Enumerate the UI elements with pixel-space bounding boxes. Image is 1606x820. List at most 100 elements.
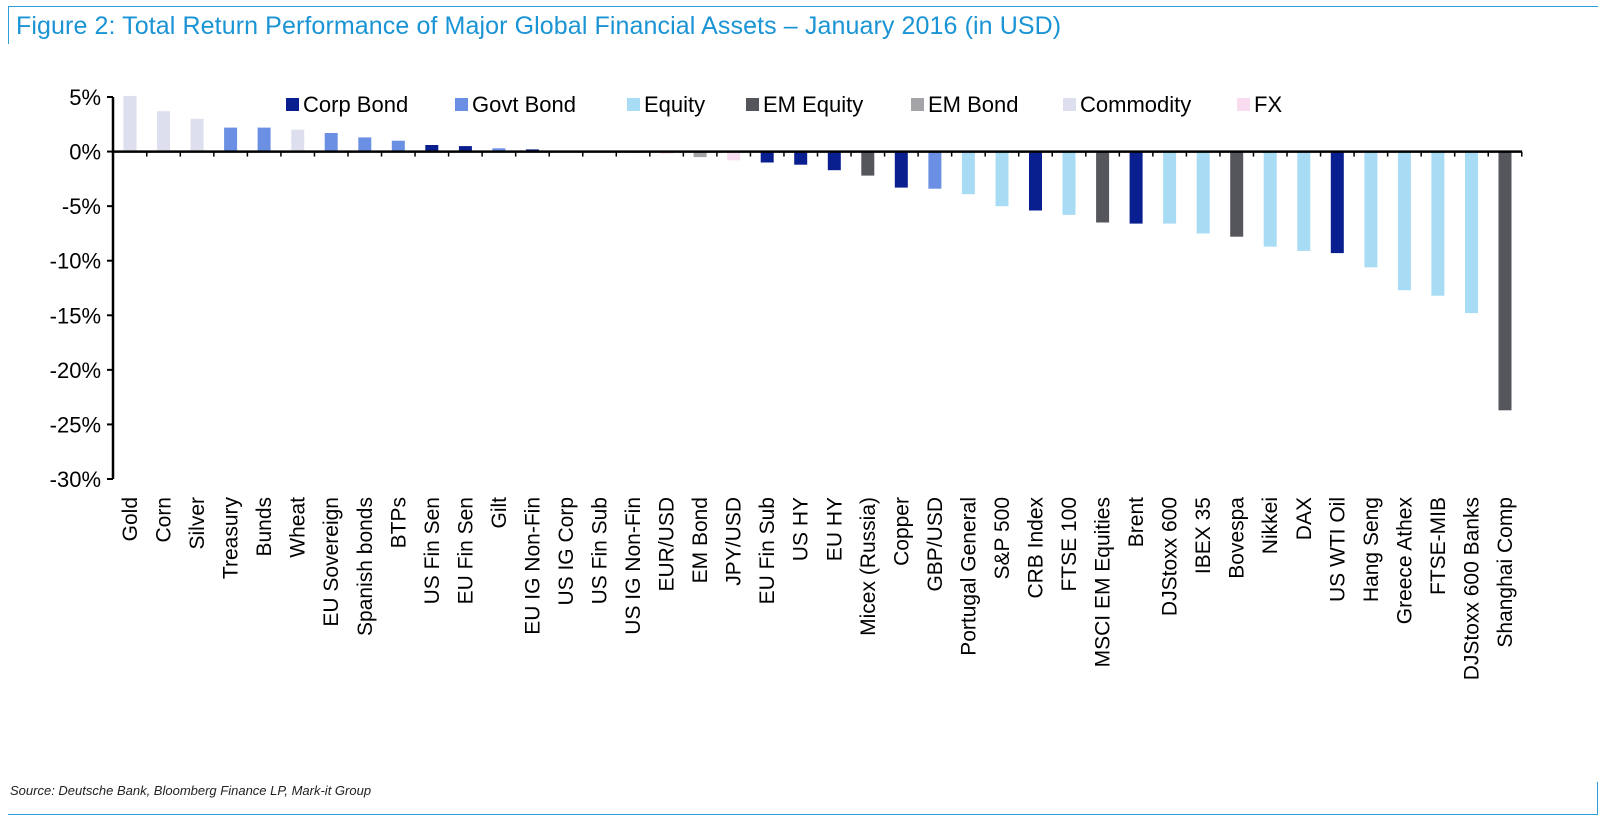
bar-us-fin-sen (425, 145, 439, 152)
bar-portugal-general (961, 151, 975, 195)
x-tick-label: EU Fin Sub (756, 497, 779, 604)
bar-ftse-100 (1062, 151, 1076, 215)
y-tick-label: -15% (50, 303, 101, 328)
legend: Corp Bond Govt Bond Equity EM Equity EM Bond… (286, 92, 1282, 117)
x-tick-label: Greece Athex (1393, 497, 1416, 625)
bar-eu-fin-sen (458, 146, 472, 152)
x-tick-label: EU Fin Sen (454, 497, 477, 604)
x-axis-labels: Gold Corn Silver Treasury Bunds Wheat EU Sover… (119, 497, 1517, 681)
bar-crb-index (1029, 151, 1042, 211)
x-tick-label: Spanish bonds (354, 497, 377, 636)
legend-swatch-corp-bond (286, 98, 299, 111)
bar-msci-em-equities (1096, 151, 1110, 223)
x-tick-label: Corn (153, 497, 176, 543)
x-tick-label: Silver (186, 497, 209, 550)
bar-djstoxx-600-banks (1465, 151, 1478, 314)
x-tick-label: EU IG Non-Fin (521, 497, 544, 635)
x-tick-label: Brent (1125, 497, 1148, 547)
bar-nikkei (1263, 151, 1277, 247)
legend-label-em-equity: EM Equity (763, 92, 863, 117)
x-tick-label: Portugal General (957, 497, 980, 656)
x-tick-label: Treasury (220, 497, 243, 580)
axes (111, 97, 1523, 479)
x-tick-label: Wheat (287, 497, 310, 558)
y-tick-label: 0% (69, 140, 101, 165)
bar-shanghai-comp (1498, 151, 1512, 411)
y-tick-label: -10% (50, 249, 101, 274)
bar-us-hy (794, 151, 808, 165)
bar-corn (157, 111, 170, 152)
x-tick-label: GBP/USD (924, 497, 947, 592)
x-tick-label: US Fin Sub (589, 497, 612, 604)
x-tick-label: FTSE-MIB (1427, 497, 1450, 595)
x-tick-label: US IG Corp (555, 497, 578, 606)
y-tick-label: -30% (50, 467, 101, 492)
legend-swatch-em-equity (746, 98, 759, 111)
x-tick-label: EU Sovereign (320, 497, 343, 627)
x-tick-label: US IG Non-Fin (622, 497, 645, 635)
x-tick-label: Micex (Russia) (857, 497, 880, 636)
bars (123, 95, 1512, 411)
bar-spanish-bonds (358, 137, 372, 152)
y-tick-label: -20% (50, 358, 101, 383)
frame-bottom-rule (8, 814, 1598, 815)
legend-label-corp-bond: Corp Bond (303, 92, 408, 117)
x-tick-label: EUR/USD (656, 497, 679, 592)
bar-bunds (257, 127, 271, 152)
bar-micex-russia (861, 151, 875, 176)
x-tick-label: CRB Index (1025, 497, 1048, 599)
bar-greece-athex (1397, 151, 1411, 291)
legend-label-em-bond: EM Bond (928, 92, 1019, 117)
x-tick-label: US HY (790, 497, 813, 561)
x-tick-label: Bunds (253, 497, 276, 557)
bar-eu-sovereign (324, 133, 338, 152)
chart-title: Figure 2: Total Return Performance of Ma… (16, 12, 1062, 40)
x-tick-label: Bovespa (1226, 497, 1249, 579)
bar-treasury (224, 127, 238, 152)
legend-swatch-equity (627, 98, 640, 111)
x-tick-label: EU HY (823, 497, 846, 561)
x-tick-label: EM Bond (689, 497, 712, 583)
bar-gbp-usd (928, 151, 942, 189)
x-tick-label: MSCI EM Equities (1092, 497, 1115, 667)
x-tick-label: IBEX 35 (1192, 497, 1215, 574)
x-tick-label: Gold (119, 497, 142, 541)
x-tick-label: Hang Seng (1360, 497, 1383, 602)
x-tick-label: US Fin Sen (421, 497, 444, 604)
bar-chart: 5% 0% -5% -10% -15% -20% -25% -30% Gold Corn Silv… (50, 85, 1523, 681)
bar-em-bond (693, 151, 707, 158)
bar-jpy-usd (727, 151, 741, 161)
x-tick-label: S&P 500 (991, 497, 1014, 580)
y-tick-label: 5% (69, 85, 101, 110)
x-tick-label: BTPs (387, 497, 410, 548)
x-tick-label: FTSE 100 (1058, 497, 1081, 592)
bar-gold (123, 95, 137, 152)
bar-ftse-mib (1431, 151, 1445, 296)
x-tick-label: DJStoxx 600 Banks (1461, 497, 1484, 680)
y-tick-label: -25% (50, 412, 101, 437)
legend-label-fx: FX (1254, 92, 1282, 117)
bar-ibex-35 (1196, 151, 1210, 234)
source-note: Source: Deutsche Bank, Bloomberg Finance… (10, 783, 372, 798)
bar-silver (190, 118, 204, 152)
frame-top-rule (8, 6, 1598, 7)
bar-hang-seng (1364, 151, 1378, 268)
frame-right-rule (1597, 782, 1598, 814)
bar-gilt (492, 148, 506, 152)
bar-djstoxx-600 (1163, 151, 1177, 224)
x-tick-label: Copper (890, 497, 913, 566)
bar-s-p-500 (995, 151, 1009, 207)
x-tick-label: Gilt (488, 497, 511, 529)
frame-left-rule (8, 6, 9, 44)
bar-btps (391, 140, 405, 152)
bar-copper (894, 151, 908, 188)
bar-eu-hy (827, 151, 841, 171)
y-axis-ticks: 5% 0% -5% -10% -15% -20% -25% -30% (50, 85, 113, 492)
x-tick-label: Nikkei (1259, 497, 1282, 554)
x-tick-label: Shanghai Comp (1494, 497, 1517, 648)
bar-wheat (291, 129, 305, 152)
legend-swatch-govt-bond (455, 98, 468, 111)
bar-dax (1297, 151, 1311, 251)
x-tick-label: DJStoxx 600 (1159, 497, 1182, 616)
y-tick-label: -5% (62, 194, 101, 219)
